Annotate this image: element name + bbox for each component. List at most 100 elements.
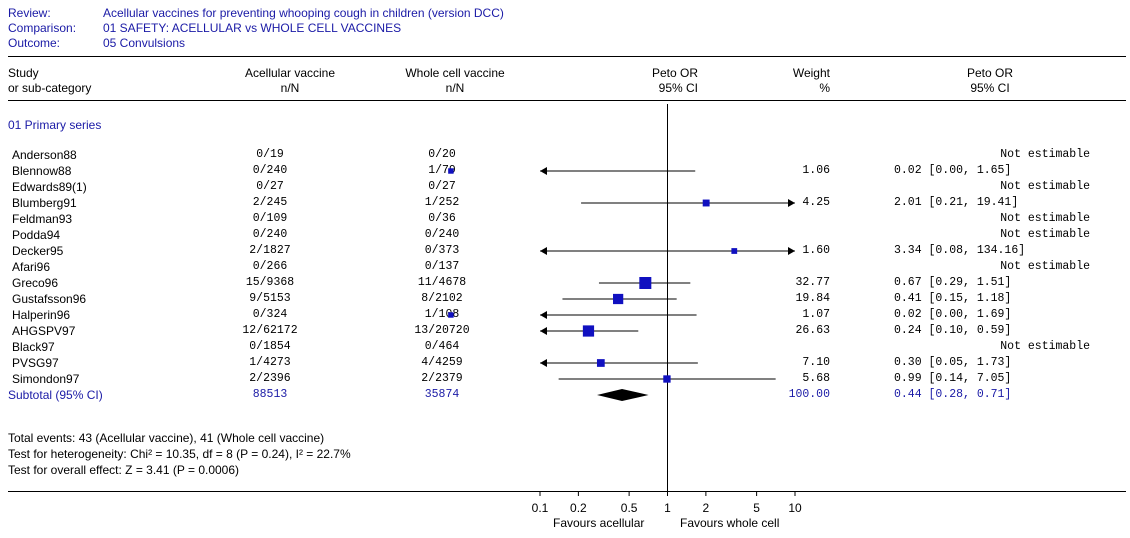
wholecell-events: 0/20: [428, 148, 456, 161]
ci-arrow-left: [540, 327, 547, 335]
point-estimate: [448, 168, 454, 174]
total-events: Total events: 43 (Acellular vaccine), 41…: [8, 431, 325, 445]
col-acellular-title: Acellular vaccine: [244, 66, 336, 80]
bottom-rule: [8, 491, 1126, 492]
ci-arrow-left: [540, 359, 547, 367]
acellular-events: 12/62172: [242, 324, 298, 337]
wholecell-events: 0/240: [424, 228, 460, 241]
ci-estimate: 0.67 [0.29, 1.51]: [894, 276, 1012, 289]
col-wholecell-title: Whole cell vaccine: [405, 66, 505, 80]
study-name: Greco96: [12, 276, 59, 290]
col-weight-subtitle: %: [819, 81, 830, 95]
acellular-events: 0/109: [252, 212, 288, 225]
table-row: Feldman93 0/109 0/36 Not estimable: [0, 212, 1130, 227]
point-estimate: [596, 359, 605, 367]
table-row: Blennow88 0/240 1/79 1.06 0.02 [0.00, 1.65]: [0, 164, 1130, 179]
weight-value: 100.00: [788, 388, 830, 401]
favours-left-label: Favours acellular: [553, 516, 645, 530]
wholecell-events: 11/4678: [417, 276, 467, 289]
table-row: AHGSPV97 12/62172 13/20720 26.63 0.24 [0.10,…: [0, 324, 1130, 339]
table-row: Anderson88 0/19 0/20 Not estimable: [0, 148, 1130, 163]
wholecell-events: 1/79: [428, 164, 456, 177]
point-estimate: [448, 312, 454, 318]
ci-estimate: 0.24 [0.10, 0.59]: [894, 324, 1012, 337]
subtotal-row: Subtotal (95% CI) 88513 35874 100.00 0.44 [0…: [0, 388, 1130, 403]
acellular-events: 0/266: [252, 260, 288, 273]
tick-label: 0.1: [532, 501, 549, 515]
tick-label: 1: [664, 501, 671, 515]
wholecell-events: 1/108: [424, 308, 460, 321]
table-row: Decker95 2/1827 0/373 1.60 3.34 [0.08, 134.1…: [0, 244, 1130, 259]
header-rule: [8, 56, 1126, 57]
tick-label: 0.5: [621, 501, 638, 515]
table-row: Greco96 15/9368 11/4678 32.77 0.67 [0.29, 1.…: [0, 276, 1130, 291]
subtotal-diamond: [597, 389, 649, 401]
study-name: Halperin96: [12, 308, 71, 322]
study-name: AHGSPV97: [12, 324, 76, 338]
ci-estimate: 0.02 [0.00, 1.69]: [894, 308, 1012, 321]
study-name: Simondon97: [12, 372, 80, 386]
point-estimate: [639, 277, 652, 289]
col-forest-subtitle: 95% CI: [658, 81, 698, 95]
study-name: Gustafsson96: [12, 292, 87, 306]
weight-value: 32.77: [795, 276, 830, 289]
acellular-events: 0/240: [252, 228, 288, 241]
point-estimate: [613, 293, 624, 305]
wholecell-events: 35874: [424, 388, 460, 401]
col-wholecell-subtitle: n/N: [445, 81, 465, 95]
review-label: Review:: [8, 6, 51, 20]
wholecell-events: 0/36: [428, 212, 456, 225]
acellular-events: 0/240: [252, 164, 288, 177]
ci-estimate: Not estimable: [1000, 148, 1090, 161]
col-estimate-title: Peto OR: [966, 66, 1014, 80]
subgroup-label: 01 Primary series: [8, 118, 102, 132]
comparison-label: Comparison:: [8, 21, 77, 35]
overall-effect-test: Test for overall effect: Z = 3.41 (P = 0…: [8, 463, 240, 477]
col-acellular-subtitle: n/N: [280, 81, 300, 95]
heterogeneity-test: Test for heterogeneity: Chi² = 10.35, df…: [8, 447, 351, 461]
ci-estimate: 0.02 [0.00, 1.65]: [894, 164, 1012, 177]
wholecell-events: 0/373: [424, 244, 460, 257]
table-row: Edwards89(1) 0/27 0/27 Not estimable: [0, 180, 1130, 195]
col-weight-title: Weight: [792, 66, 830, 80]
study-name: Subtotal (95% CI): [8, 388, 103, 402]
ci-estimate: 2.01 [0.21, 19.41]: [894, 196, 1019, 209]
outcome-value: 05 Convulsions: [103, 36, 186, 50]
acellular-events: 2/1827: [249, 244, 291, 257]
point-estimate: [582, 325, 595, 337]
wholecell-events: 2/2379: [421, 372, 463, 385]
ci-estimate: 0.30 [0.05, 1.73]: [894, 356, 1012, 369]
ci-estimate: Not estimable: [1000, 212, 1090, 225]
ci-estimate: 0.99 [0.14, 7.05]: [894, 372, 1012, 385]
col-estimate-subtitle: 95% CI: [970, 81, 1010, 95]
ci-estimate: 0.44 [0.28, 0.71]: [894, 388, 1012, 401]
table-row: Halperin96 0/324 1/108 1.07 0.02 [0.00, 1.69…: [0, 308, 1130, 323]
ci-estimate: Not estimable: [1000, 228, 1090, 241]
table-row: Afari96 0/266 0/137 Not estimable: [0, 260, 1130, 275]
study-name: Blumberg91: [12, 196, 77, 210]
study-name: Edwards89(1): [12, 180, 87, 194]
table-row: Gustafsson96 9/5153 8/2102 19.84 0.41 [0.15,…: [0, 292, 1130, 307]
favours-right-label: Favours whole cell: [680, 516, 780, 530]
tick-label: 10: [788, 501, 802, 515]
wholecell-events: 1/252: [424, 196, 460, 209]
ci-estimate: Not estimable: [1000, 260, 1090, 273]
tick-label: 0.2: [570, 501, 587, 515]
wholecell-events: 0/137: [424, 260, 460, 273]
ci-arrow-left: [540, 167, 547, 175]
columns-rule: [8, 100, 1126, 101]
comparison-value: 01 SAFETY: ACELLULAR vs WHOLE CELL VACCI…: [103, 21, 402, 35]
weight-value: 5.68: [802, 372, 830, 385]
acellular-events: 0/1854: [249, 340, 291, 353]
table-row: Blumberg91 2/245 1/252 4.25 2.01 [0.21, 19.4…: [0, 196, 1130, 211]
outcome-label: Outcome:: [8, 36, 61, 50]
weight-value: 1.06: [802, 164, 830, 177]
table-row: PVSG97 1/4273 4/4259 7.10 0.30 [0.05, 1.73]: [0, 356, 1130, 371]
ci-arrow-right: [788, 247, 795, 255]
point-estimate: [663, 375, 671, 383]
ci-arrow-left: [540, 311, 547, 319]
study-name: Black97: [12, 340, 55, 354]
ci-arrow-left: [540, 247, 547, 255]
acellular-events: 2/2396: [249, 372, 291, 385]
acellular-events: 88513: [252, 388, 288, 401]
